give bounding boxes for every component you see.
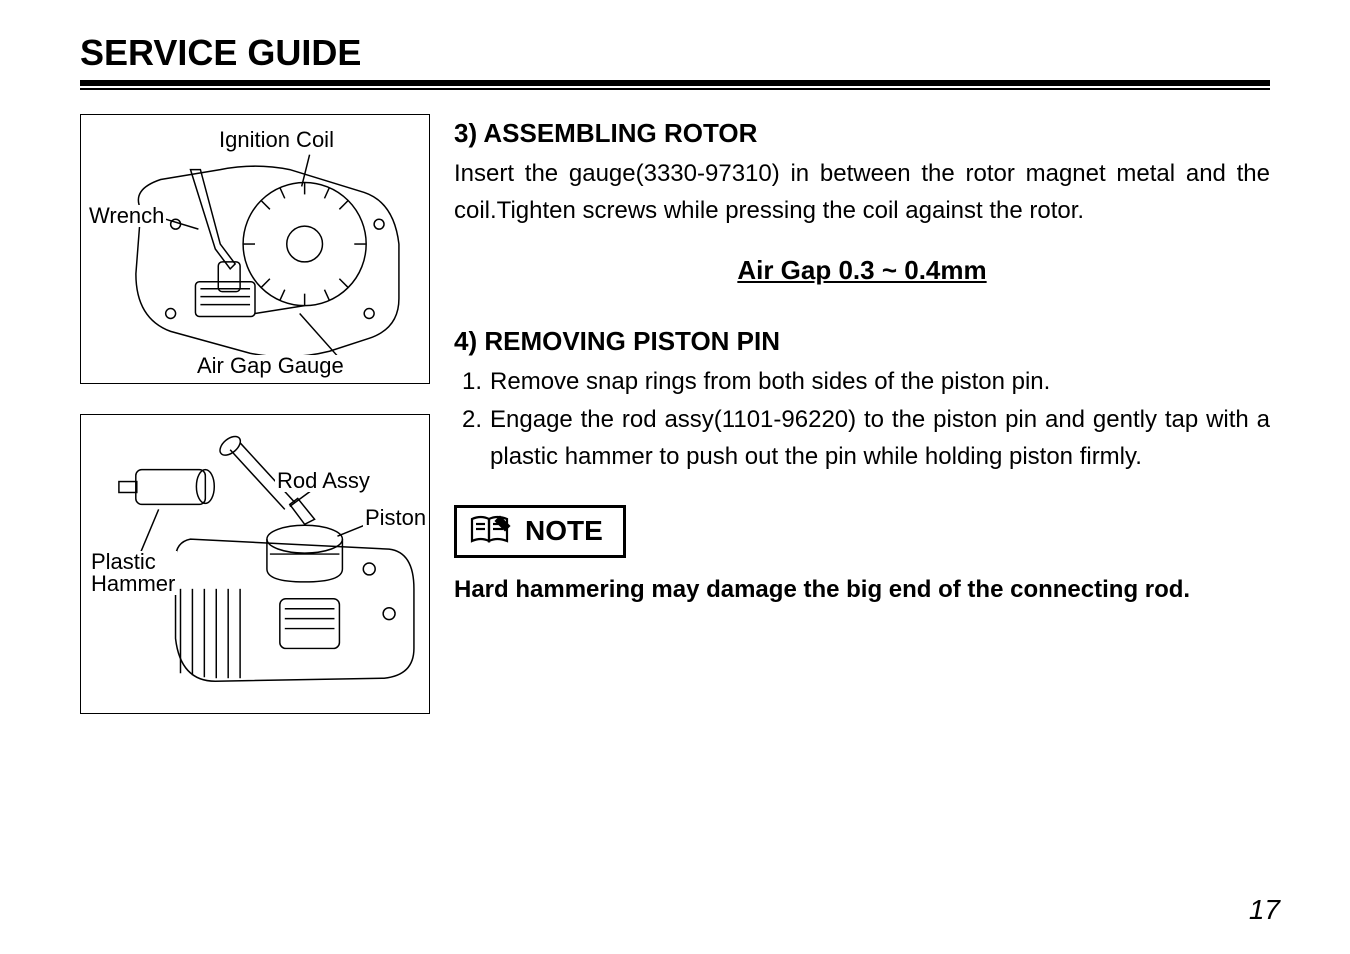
label-ignition-coil: Ignition Coil	[217, 129, 336, 151]
label-rod-assy: Rod Assy	[275, 470, 372, 492]
list-item: 1. Remove snap rings from both sides of …	[462, 363, 1270, 400]
list-item-number: 1.	[462, 363, 482, 400]
list-item: 2. Engage the rod assy(1101-96220) to th…	[462, 401, 1270, 475]
label-piston: Piston	[363, 507, 428, 529]
figure-piston-pin-removal: Rod Assy Piston Plastic Hammer	[80, 414, 430, 714]
list-item-text: Remove snap rings from both sides of the…	[490, 363, 1270, 400]
label-plastic-hammer: Plastic Hammer	[89, 551, 177, 595]
section4-heading: 4) REMOVING PISTON PIN	[454, 326, 1270, 357]
label-air-gap-gauge: Air Gap Gauge	[195, 355, 346, 377]
note-label: NOTE	[525, 515, 603, 547]
list-item-text: Engage the rod assy(1101-96220) to the p…	[490, 401, 1270, 475]
title-rule-thin	[80, 88, 1270, 90]
list-item-number: 2.	[462, 401, 482, 475]
note-book-icon	[469, 514, 511, 549]
page-title: SERVICE GUIDE	[80, 32, 1270, 74]
label-wrench: Wrench	[87, 205, 166, 227]
figure-rotor-assembly: Ignition Coil Wrench Air Gap Gauge	[80, 114, 430, 384]
title-rule-thick	[80, 80, 1270, 86]
section3-heading: 3) ASSEMBLING ROTOR	[454, 118, 1270, 149]
section3-body: Insert the gauge(3330-97310) in between …	[454, 155, 1270, 229]
page-number: 17	[1249, 894, 1280, 926]
figure1-svg	[81, 115, 429, 383]
section4-list: 1. Remove snap rings from both sides of …	[462, 363, 1270, 475]
note-box: NOTE	[454, 505, 626, 558]
air-gap-spec: Air Gap 0.3 ~ 0.4mm	[454, 255, 1270, 286]
note-text: Hard hammering may damage the big end of…	[454, 572, 1270, 608]
